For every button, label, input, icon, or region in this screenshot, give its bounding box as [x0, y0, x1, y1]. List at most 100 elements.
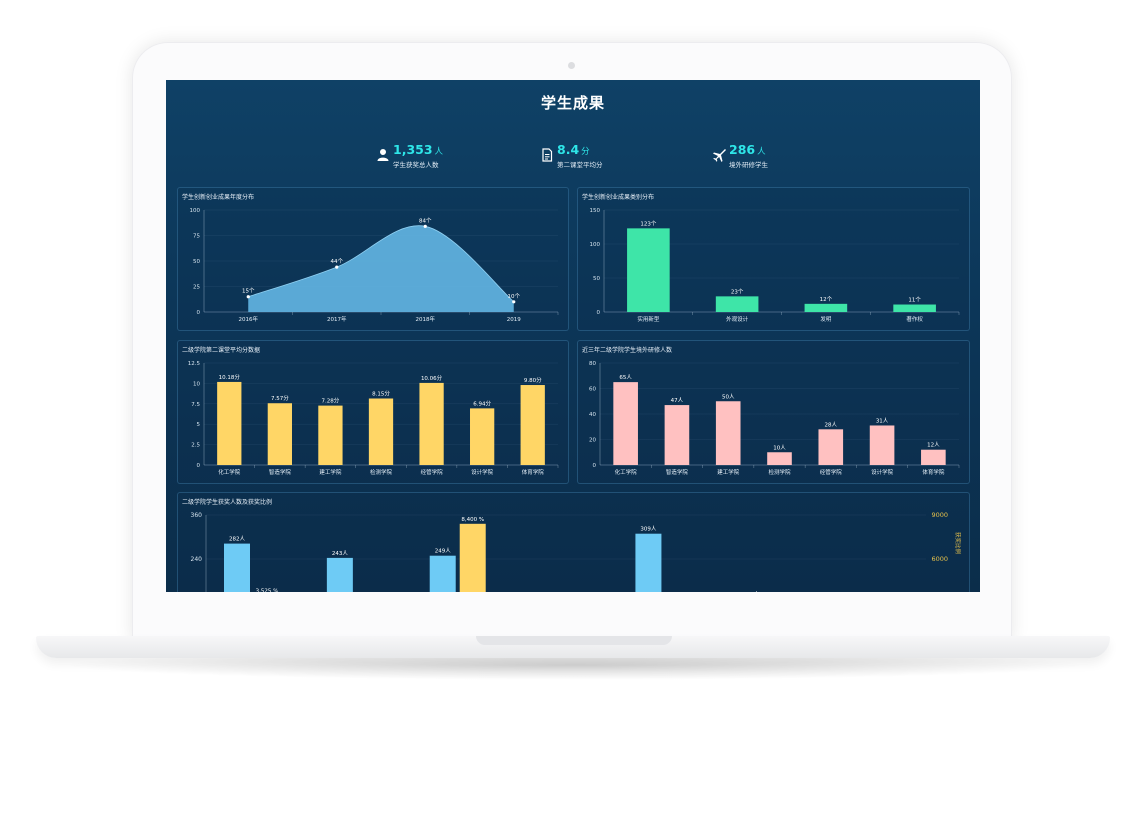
- panel-overseas-students: 近三年二级学院学生境外研修人数 0 20 40 60 80 65人 化工学院 47人 智造学院 5…: [577, 340, 970, 484]
- y-tick-label: 60: [589, 387, 596, 393]
- bar-value-label: 65人: [619, 374, 632, 381]
- panel-title: 学生创新创业成果类别分布: [582, 194, 655, 201]
- user-icon: [377, 149, 389, 161]
- y-tick-label: 10: [193, 381, 200, 387]
- bar-value-label: 28人: [825, 421, 838, 428]
- y-tick-label: 0: [593, 463, 597, 469]
- panel-awards: 二级学院学生获奖人数及获奖比例 120240360300060009000获奖比…: [177, 492, 970, 592]
- camera-dot: [568, 62, 575, 69]
- bar-value-label: 12个: [820, 296, 833, 303]
- bar: [318, 405, 343, 465]
- y-tick-label: 20: [589, 438, 596, 444]
- y-tick-label: 100: [590, 242, 601, 248]
- panel-title: 二级学院第二课堂平均分数据: [182, 347, 261, 354]
- y-tick-label: 50: [193, 259, 200, 265]
- bar: [368, 398, 394, 465]
- kpi-unit: 人: [757, 147, 766, 157]
- x-tick-label: 实用新型: [637, 315, 660, 323]
- data-point: [423, 224, 427, 228]
- bar-count: [635, 533, 662, 592]
- panel-title: 二级学院学生获奖人数及获奖比例: [182, 499, 273, 506]
- bar-ratio-label: 8,400 %: [461, 517, 484, 523]
- x-tick-label: 体育学院: [522, 468, 545, 476]
- panel-title: 近三年二级学院学生境外研修人数: [582, 347, 673, 354]
- dashboard-screen: 学生成果 1,353 人 学生获奖总人数 8.4 分 第二课堂平均分 286 人 境外…: [166, 80, 980, 592]
- x-tick-label: 经管学院: [820, 468, 843, 476]
- data-point: [335, 265, 339, 269]
- point-label: 44个: [331, 258, 344, 265]
- x-tick-label: 2017年: [327, 315, 347, 323]
- x-tick-label: 外观设计: [726, 315, 749, 323]
- x-tick-label: 发明: [820, 315, 832, 323]
- bar-ratio-label: 3,525 %: [256, 588, 279, 592]
- bar-value-label: 7.28分: [322, 397, 340, 405]
- bar: [520, 385, 545, 465]
- bar-value-label: 11个: [908, 297, 921, 304]
- bar-value-label: 12人: [927, 442, 940, 449]
- kpi-value: 8.4: [557, 142, 580, 157]
- bar-count-label: 243人: [332, 550, 348, 557]
- bar-value-label: 47人: [671, 397, 684, 404]
- point-label: 84个: [419, 217, 432, 224]
- bar: [869, 425, 895, 465]
- x-tick-label: 智造学院: [269, 468, 292, 476]
- point-label: 15个: [242, 288, 255, 295]
- bar-count: [224, 543, 250, 592]
- x-tick-label: 智造学院: [666, 468, 689, 476]
- bar: [419, 382, 444, 465]
- laptop-notch: [476, 636, 672, 645]
- y-tick-label: 40: [589, 412, 596, 418]
- bar: [217, 381, 242, 465]
- x-tick-label: 检测学院: [768, 468, 791, 476]
- document-icon: [542, 148, 553, 162]
- kpi-unit: 分: [581, 147, 590, 157]
- y-tick-label: 150: [590, 208, 601, 214]
- bar-value-label: 23个: [731, 288, 744, 295]
- y-tick-label: 80: [589, 361, 596, 367]
- kpi-label: 学生获奖总人数: [393, 161, 439, 169]
- bar-count-label: 131人: [743, 591, 759, 592]
- y-tick-label: 75: [193, 234, 200, 240]
- panel-category-distribution: 学生创新创业成果类别分布 0 50 100 150 123个 实用新型 23个 外观设计 12个…: [577, 187, 970, 331]
- panel-title: 学生创新创业成果年度分布: [182, 194, 255, 201]
- bar: [804, 303, 848, 312]
- bar-value-label: 10.18分: [219, 373, 241, 381]
- x-tick-label: 设计学院: [871, 468, 894, 476]
- y-tick-label: 0: [197, 463, 201, 469]
- bar-value-label: 10人: [773, 444, 786, 451]
- x-tick-label: 2016年: [239, 315, 259, 323]
- y2-tick-label: 9000: [931, 511, 948, 519]
- bar: [921, 449, 946, 465]
- x-tick-label: 化工学院: [218, 468, 241, 476]
- series-line: [248, 225, 515, 303]
- x-tick-label: 设计学院: [471, 468, 494, 476]
- bar-value-label: 10.06分: [421, 374, 443, 382]
- y-tick-label: 7.5: [191, 402, 200, 408]
- x-tick-label: 著作权: [906, 315, 923, 323]
- bar-count-label: 282人: [229, 536, 245, 543]
- bar-value-label: 8.15分: [372, 389, 390, 397]
- kpi-unit: 人: [434, 147, 444, 157]
- data-point: [512, 300, 516, 304]
- bar: [715, 296, 759, 312]
- y-tick-label: 0: [597, 310, 601, 316]
- bar-value-label: 50人: [722, 393, 735, 400]
- x-tick-label: 体育学院: [922, 468, 945, 476]
- y-tick-label: 12.5: [188, 361, 201, 367]
- point-label: 10个: [508, 293, 521, 300]
- bar: [893, 304, 936, 312]
- bar: [767, 452, 792, 465]
- kpi-label: 境外研修学生: [729, 161, 768, 169]
- bar-value-label: 9.80分: [524, 376, 542, 384]
- y-tick-label: 100: [190, 208, 201, 214]
- laptop-base: [36, 636, 1110, 658]
- y2-tick-label: 6000: [931, 555, 948, 563]
- x-tick-label: 建工学院: [717, 468, 740, 476]
- bar: [627, 228, 670, 312]
- y-tick-label: 360: [191, 512, 203, 519]
- x-tick-label: 经管学院: [421, 468, 444, 476]
- kpi-label: 第二课堂平均分: [557, 161, 603, 169]
